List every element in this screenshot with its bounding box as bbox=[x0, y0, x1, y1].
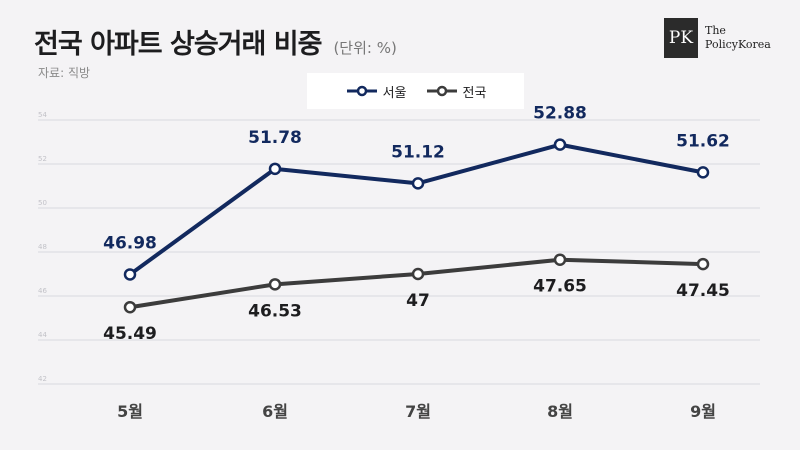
data-label-national: 47.45 bbox=[676, 281, 730, 301]
y-tick-label: 50 bbox=[38, 199, 47, 207]
legend-swatch-seoul bbox=[346, 85, 377, 97]
unit-label: (단위: %) bbox=[333, 39, 397, 57]
data-label-seoul: 51.78 bbox=[248, 128, 302, 148]
title-group: 전국 아파트 상승거래 비중 (단위: %) bbox=[34, 22, 397, 61]
legend-swatch-national bbox=[426, 85, 457, 97]
x-category-label: 7월 bbox=[405, 402, 431, 421]
data-label-national: 45.49 bbox=[103, 324, 157, 344]
legend-label-national: 전국 bbox=[462, 85, 487, 101]
data-label-seoul: 51.12 bbox=[391, 142, 445, 162]
data-label-national: 46.53 bbox=[248, 301, 302, 321]
data-point-national bbox=[696, 257, 710, 271]
legend-item-national: 전국 bbox=[425, 82, 487, 101]
data-label-seoul: 46.98 bbox=[103, 233, 157, 253]
y-tick-label: 52 bbox=[38, 155, 47, 163]
legend: 서울 전국 bbox=[307, 73, 524, 109]
data-label-national: 47.65 bbox=[533, 277, 587, 297]
y-tick-label: 44 bbox=[38, 331, 47, 339]
data-point-seoul bbox=[553, 138, 567, 151]
data-point-national bbox=[123, 300, 137, 314]
x-category-label: 5월 bbox=[117, 402, 143, 421]
data-point-national bbox=[411, 267, 425, 281]
data-point-national bbox=[268, 278, 282, 291]
y-tick-label: 48 bbox=[38, 243, 47, 251]
logo-line-2: PolicyKorea bbox=[705, 38, 771, 51]
data-point-national bbox=[553, 253, 567, 266]
logo-wordmark: The PolicyKorea bbox=[705, 24, 771, 52]
chart-title: 전국 아파트 상승거래 비중 bbox=[34, 29, 322, 60]
data-point-seoul bbox=[411, 177, 425, 190]
x-category-label: 6월 bbox=[262, 402, 288, 421]
logo-mark: PK bbox=[664, 18, 698, 58]
legend-item-seoul: 서울 bbox=[345, 82, 407, 101]
data-point-seoul bbox=[268, 162, 282, 176]
y-tick-label: 54 bbox=[38, 111, 47, 119]
data-point-seoul bbox=[123, 268, 137, 281]
data-point-seoul bbox=[696, 166, 710, 179]
source-label: 자료: 직방 bbox=[38, 66, 91, 80]
data-label-national: 47 bbox=[406, 291, 430, 311]
logo-line-1: The bbox=[705, 24, 726, 37]
data-label-seoul: 52.88 bbox=[533, 104, 587, 124]
y-tick-label: 42 bbox=[38, 375, 47, 383]
x-category-label: 8월 bbox=[547, 402, 573, 421]
y-tick-label: 46 bbox=[38, 287, 47, 295]
x-category-label: 9월 bbox=[690, 402, 716, 421]
legend-label-seoul: 서울 bbox=[382, 85, 407, 101]
publisher-logo: PK The PolicyKorea bbox=[664, 18, 771, 58]
data-label-seoul: 51.62 bbox=[676, 131, 730, 151]
